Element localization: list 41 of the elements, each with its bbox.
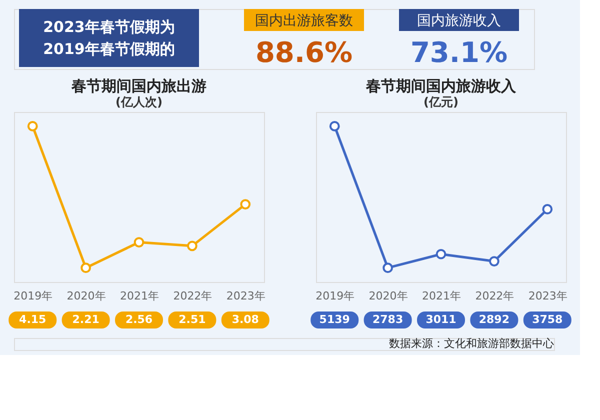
text: 88.6% <box>255 36 353 69</box>
data-label: 5139 <box>319 313 350 326</box>
data-label: 2.51 <box>178 313 206 326</box>
source-note: 数据来源：文化和旅游部数据中心 <box>389 337 554 350</box>
point <box>240 199 251 210</box>
point <box>489 256 500 266</box>
x-tick-label: 2021年 <box>120 290 159 302</box>
data-label: 2783 <box>372 313 404 326</box>
point <box>382 262 393 274</box>
data-label: 2892 <box>478 313 510 326</box>
x-tick-label: 2021年 <box>422 290 461 302</box>
text: 2019年春节假期的 <box>43 40 175 58</box>
data-label: 3.08 <box>232 313 259 326</box>
x-tick-label: 2022年 <box>475 290 514 302</box>
data-label: 3758 <box>532 313 563 326</box>
x-tick-label: 2019年 <box>14 290 53 302</box>
point <box>134 237 144 248</box>
chart-title: 春节期间国内旅出游 <box>70 77 206 95</box>
text: 73.1% <box>410 36 508 69</box>
point <box>436 248 446 260</box>
data-label: 2.21 <box>72 313 100 326</box>
x-tick-label: 2023年 <box>226 290 266 302</box>
x-tick-label: 2023年 <box>528 290 568 302</box>
x-tick-label: 2019年 <box>316 290 355 302</box>
data-label: 3011 <box>426 313 456 326</box>
point <box>187 240 198 252</box>
data-label: 4.15 <box>19 313 46 326</box>
x-tick-label: 2020年 <box>66 290 106 302</box>
x-tick-label: 2022年 <box>173 290 212 302</box>
point <box>329 120 340 132</box>
y-axis-title: (亿元) <box>424 95 458 109</box>
point <box>542 204 553 214</box>
point <box>27 120 38 132</box>
text: 国内出游旅客数 <box>255 13 353 29</box>
point <box>80 262 91 274</box>
text: 2023年春节假期为 <box>43 18 175 36</box>
data-label: 2.56 <box>125 313 153 326</box>
chart-title: 春节期间国内旅游收入 <box>365 77 517 95</box>
y-axis-title: (亿人次) <box>116 95 162 109</box>
x-tick-label: 2020年 <box>368 290 408 302</box>
text: 国内旅游收入 <box>417 13 501 29</box>
